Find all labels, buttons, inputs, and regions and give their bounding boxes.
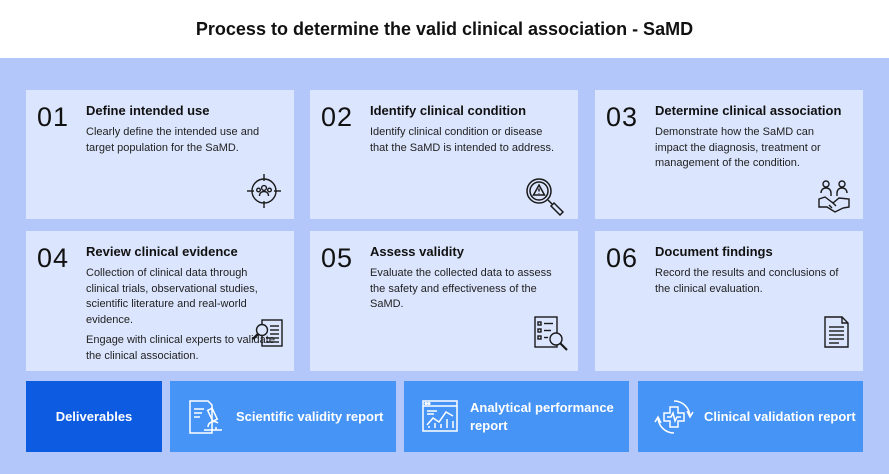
- page-title: Process to determine the valid clinical …: [0, 0, 889, 58]
- checklist-search-icon: [533, 315, 569, 351]
- deliverable-label: Clinical validation report: [704, 408, 856, 424]
- step-card-05: 05 Assess validity Evaluate the collecte…: [310, 231, 578, 371]
- step-number: 06: [606, 243, 639, 273]
- step-description: Record the results and conclusions of th…: [655, 267, 839, 295]
- magnifier-warning-icon: [524, 176, 566, 216]
- deliverable-label: Analytical performance report: [470, 399, 614, 433]
- document-icon: [821, 315, 851, 349]
- step-heading: Identify clinical condition: [370, 103, 527, 118]
- document-search-icon: [252, 317, 284, 351]
- step-number: 03: [606, 102, 639, 132]
- step-description: Identify clinical condition or disease t…: [370, 126, 555, 154]
- analytics-screen-icon: [420, 397, 460, 437]
- step-description: Collection of clinical data through clin…: [86, 267, 275, 362]
- step-card-01: 01 Define intended use Clearly define th…: [26, 90, 294, 219]
- step-heading: Determine clinical association: [655, 103, 842, 118]
- step-number: 05: [321, 243, 354, 273]
- target-group-icon: [246, 173, 282, 209]
- step-card-03: 03 Determine clinical association Demons…: [595, 90, 863, 219]
- step-number: 04: [37, 243, 70, 273]
- medical-cross-icon: [654, 397, 694, 437]
- step-card-06: 06 Document findings Record the results …: [595, 231, 863, 371]
- process-panel: 01 Define intended use Clearly define th…: [0, 58, 889, 474]
- step-description: Clearly define the intended use and targ…: [86, 126, 260, 154]
- deliverable-clinical-validation: Clinical validation report: [638, 381, 863, 452]
- step-card-04: 04 Review clinical evidence Collection o…: [26, 231, 294, 371]
- step-heading: Review clinical evidence: [86, 244, 238, 259]
- handshake-icon: [817, 179, 851, 213]
- step-heading: Assess validity: [370, 244, 464, 259]
- microscope-report-icon: [186, 397, 226, 437]
- step-description: Evaluate the collected data to assess th…: [370, 267, 552, 310]
- step-number: 02: [321, 102, 354, 132]
- deliverable-label: Scientific validity report: [236, 408, 384, 424]
- deliverable-scientific-validity: Scientific validity report: [170, 381, 396, 452]
- step-heading: Document findings: [655, 244, 773, 259]
- step-description: Demonstrate how the SaMD can impact the …: [655, 126, 821, 169]
- step-card-02: 02 Identify clinical condition Identify …: [310, 90, 578, 219]
- step-heading: Define intended use: [86, 103, 210, 118]
- deliverables-label: Deliverables: [26, 381, 162, 452]
- deliverable-analytical-performance: Analytical performance report: [404, 381, 629, 452]
- step-number: 01: [37, 102, 70, 132]
